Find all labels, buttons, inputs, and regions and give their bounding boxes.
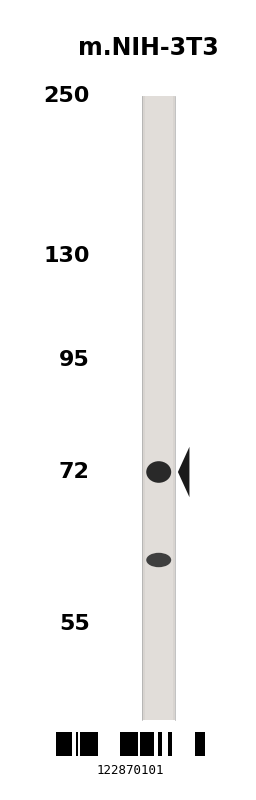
Bar	[92, 732, 98, 756]
Bar	[140, 732, 142, 756]
Bar	[152, 732, 154, 756]
Bar	[122, 732, 126, 756]
Bar	[201, 732, 205, 756]
Bar	[120, 732, 122, 756]
Text: 250: 250	[43, 86, 90, 106]
Ellipse shape	[146, 553, 171, 567]
Bar	[82, 732, 88, 756]
Bar	[146, 732, 152, 756]
Bar	[132, 732, 136, 756]
Bar	[56, 732, 59, 756]
Bar	[195, 732, 197, 756]
Bar	[88, 732, 92, 756]
Bar	[168, 732, 170, 756]
Bar	[76, 732, 78, 756]
Text: 95: 95	[59, 350, 90, 370]
Bar	[59, 732, 66, 756]
Bar	[66, 732, 72, 756]
Text: 122870101: 122870101	[97, 764, 164, 777]
Bar	[158, 732, 162, 756]
FancyBboxPatch shape	[142, 96, 175, 720]
Bar	[136, 732, 138, 756]
Text: m.NIH-3T3: m.NIH-3T3	[78, 36, 219, 60]
Bar	[80, 732, 82, 756]
Text: 130: 130	[43, 246, 90, 266]
Text: 55: 55	[59, 614, 90, 634]
Bar	[197, 732, 201, 756]
Text: 72: 72	[59, 462, 90, 482]
FancyBboxPatch shape	[145, 96, 173, 720]
Bar	[126, 732, 130, 756]
Bar	[142, 732, 146, 756]
Bar	[130, 732, 132, 756]
Ellipse shape	[146, 461, 171, 482]
Polygon shape	[178, 446, 189, 498]
Bar	[170, 732, 172, 756]
